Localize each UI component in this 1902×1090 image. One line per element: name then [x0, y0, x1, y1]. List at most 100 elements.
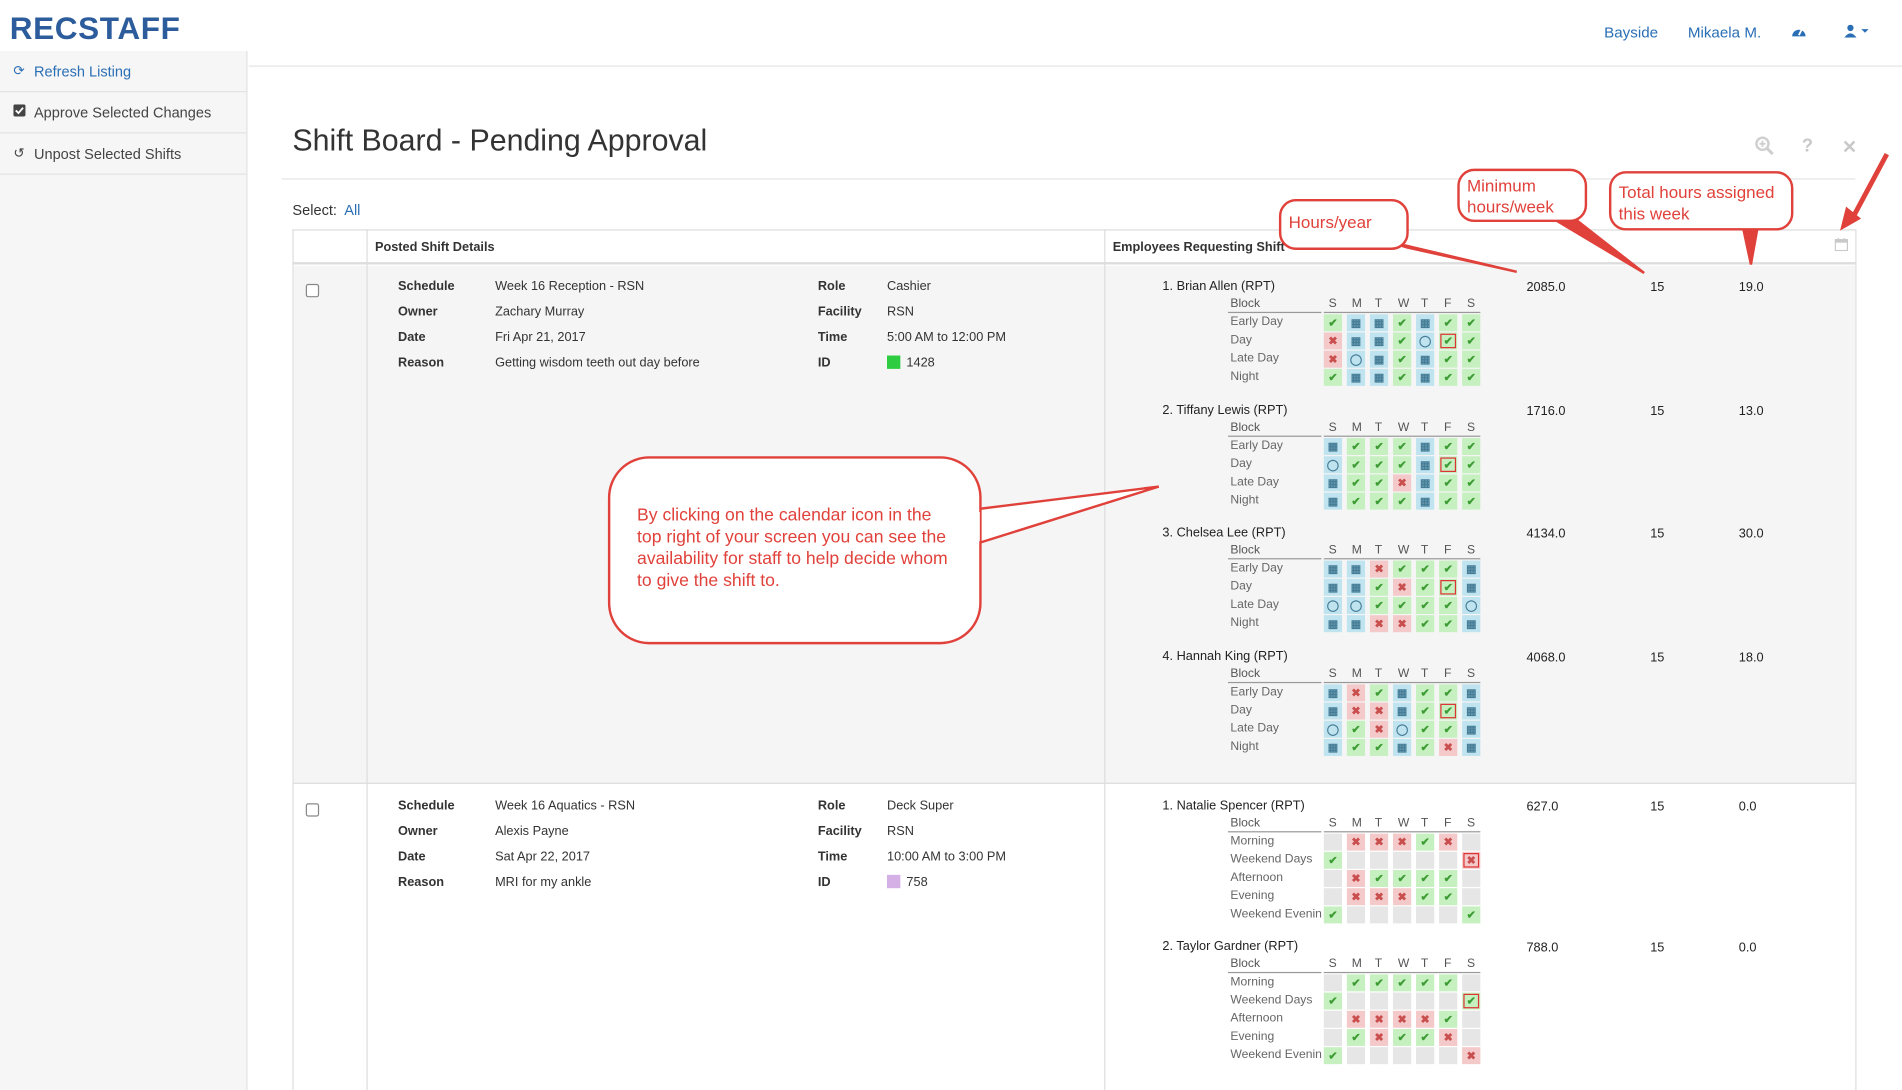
- employee-name[interactable]: 1. Natalie Spencer (RPT): [1162, 798, 1305, 813]
- refresh-listing-button[interactable]: ⟳ Refresh Listing: [0, 51, 247, 93]
- availability-cell[interactable]: ✖: [1369, 888, 1389, 906]
- shift-select-checkbox[interactable]: [305, 803, 320, 817]
- availability-cell[interactable]: ✔: [1462, 455, 1481, 473]
- availability-cell[interactable]: ✔: [1346, 455, 1366, 473]
- availability-cell[interactable]: ▦: [1462, 578, 1481, 596]
- availability-cell[interactable]: [1392, 992, 1412, 1010]
- availability-cell[interactable]: ✔: [1439, 596, 1458, 614]
- availability-cell[interactable]: ✔: [1462, 350, 1481, 368]
- availability-cell[interactable]: ✔: [1416, 560, 1435, 578]
- availability-cell[interactable]: ◯: [1346, 596, 1366, 614]
- availability-cell[interactable]: [1462, 1028, 1481, 1046]
- employee-name[interactable]: 1. Brian Allen (RPT): [1162, 279, 1276, 294]
- availability-cell[interactable]: ✔: [1439, 437, 1458, 455]
- availability-cell[interactable]: ◯: [1323, 455, 1343, 473]
- availability-cell[interactable]: ✔: [1392, 350, 1412, 368]
- availability-cell[interactable]: ✔: [1369, 974, 1389, 992]
- availability-cell[interactable]: ✔: [1346, 738, 1366, 756]
- availability-cell[interactable]: ✔: [1392, 560, 1412, 578]
- availability-cell[interactable]: [1439, 992, 1458, 1010]
- availability-cell[interactable]: ▦: [1346, 368, 1366, 386]
- availability-cell[interactable]: ✔: [1392, 1028, 1412, 1046]
- availability-cell[interactable]: ✔: [1416, 683, 1435, 701]
- availability-cell[interactable]: ▦: [1346, 578, 1366, 596]
- availability-cell[interactable]: ◯: [1346, 350, 1366, 368]
- availability-cell[interactable]: ✔: [1416, 833, 1435, 851]
- availability-cell[interactable]: ▦: [1416, 368, 1435, 386]
- availability-cell[interactable]: ✖: [1369, 560, 1389, 578]
- availability-cell[interactable]: ▦: [1416, 473, 1435, 491]
- availability-cell[interactable]: ✔: [1392, 368, 1412, 386]
- availability-cell[interactable]: ✖: [1439, 833, 1458, 851]
- employee-name[interactable]: 2. Tiffany Lewis (RPT): [1162, 402, 1288, 417]
- availability-cell[interactable]: ✔: [1439, 888, 1458, 906]
- availability-cell[interactable]: [1323, 870, 1343, 887]
- availability-cell[interactable]: [1369, 906, 1389, 924]
- availability-cell[interactable]: ◯: [1416, 332, 1435, 350]
- availability-cell[interactable]: ✔: [1439, 974, 1458, 992]
- availability-cell[interactable]: [1416, 1047, 1435, 1065]
- availability-cell[interactable]: ✔: [1462, 473, 1481, 491]
- availability-cell[interactable]: ▦: [1323, 615, 1343, 633]
- help-icon[interactable]: ?: [1801, 135, 1814, 157]
- availability-cell[interactable]: [1346, 992, 1366, 1010]
- availability-cell[interactable]: ✔: [1323, 851, 1343, 869]
- availability-cell[interactable]: ✔: [1439, 1010, 1458, 1028]
- availability-cell[interactable]: ▦: [1323, 683, 1343, 701]
- availability-cell[interactable]: ✔: [1462, 368, 1481, 386]
- availability-cell[interactable]: ✖: [1462, 1047, 1481, 1065]
- availability-cell[interactable]: ✖: [1439, 1028, 1458, 1046]
- availability-cell[interactable]: ✔: [1439, 701, 1458, 719]
- availability-cell[interactable]: ▦: [1369, 314, 1389, 332]
- user-name-link[interactable]: Mikaela M.: [1687, 24, 1762, 42]
- availability-cell[interactable]: ✔: [1462, 992, 1481, 1010]
- availability-cell[interactable]: ✔: [1439, 683, 1458, 701]
- availability-cell[interactable]: ◯: [1323, 596, 1343, 614]
- availability-cell[interactable]: ✔: [1369, 870, 1389, 887]
- availability-cell[interactable]: ✔: [1462, 332, 1481, 350]
- availability-cell[interactable]: ✔: [1462, 314, 1481, 332]
- availability-cell[interactable]: ▦: [1323, 437, 1343, 455]
- availability-cell[interactable]: ▦: [1369, 332, 1389, 350]
- availability-cell[interactable]: ✔: [1439, 560, 1458, 578]
- availability-cell[interactable]: [1462, 1010, 1481, 1028]
- availability-cell[interactable]: ✔: [1416, 720, 1435, 738]
- availability-cell[interactable]: ✔: [1416, 615, 1435, 633]
- availability-cell[interactable]: ✖: [1439, 738, 1458, 756]
- availability-cell[interactable]: ✖: [1392, 888, 1412, 906]
- employee-name[interactable]: 3. Chelsea Lee (RPT): [1162, 525, 1286, 540]
- availability-cell[interactable]: [1323, 833, 1343, 851]
- availability-cell[interactable]: ✔: [1439, 473, 1458, 491]
- employee-name[interactable]: 4. Hannah King (RPT): [1162, 648, 1288, 664]
- availability-cell[interactable]: ✔: [1369, 492, 1389, 510]
- availability-cell[interactable]: ▦: [1323, 578, 1343, 596]
- availability-cell[interactable]: ✔: [1369, 455, 1389, 473]
- availability-cell[interactable]: ✔: [1369, 596, 1389, 614]
- availability-cell[interactable]: ✔: [1416, 578, 1435, 596]
- availability-cell[interactable]: ✔: [1369, 578, 1389, 596]
- availability-cell[interactable]: ✔: [1416, 870, 1435, 887]
- availability-cell[interactable]: ▦: [1369, 368, 1389, 386]
- availability-cell[interactable]: [1439, 1047, 1458, 1065]
- availability-cell[interactable]: ✔: [1346, 1028, 1366, 1046]
- availability-cell[interactable]: [1392, 906, 1412, 924]
- availability-cell[interactable]: ✖: [1346, 870, 1366, 887]
- availability-cell[interactable]: ✔: [1392, 314, 1412, 332]
- availability-cell[interactable]: ✔: [1369, 738, 1389, 756]
- availability-cell[interactable]: ✖: [1346, 888, 1366, 906]
- availability-cell[interactable]: ✔: [1346, 437, 1366, 455]
- availability-cell[interactable]: ✔: [1439, 870, 1458, 887]
- availability-cell[interactable]: ✔: [1416, 974, 1435, 992]
- availability-cell[interactable]: ✔: [1392, 870, 1412, 887]
- availability-cell[interactable]: ✔: [1392, 332, 1412, 350]
- availability-cell[interactable]: ▦: [1462, 720, 1481, 738]
- availability-cell[interactable]: ✔: [1369, 437, 1389, 455]
- availability-cell[interactable]: ✔: [1462, 492, 1481, 510]
- availability-cell[interactable]: ✖: [1346, 683, 1366, 701]
- availability-cell[interactable]: ◯: [1323, 720, 1343, 738]
- availability-cell[interactable]: [1323, 1010, 1343, 1028]
- availability-cell[interactable]: [1416, 992, 1435, 1010]
- availability-cell[interactable]: ✔: [1323, 1047, 1343, 1065]
- availability-cell[interactable]: ✖: [1369, 615, 1389, 633]
- availability-cell[interactable]: ✔: [1439, 350, 1458, 368]
